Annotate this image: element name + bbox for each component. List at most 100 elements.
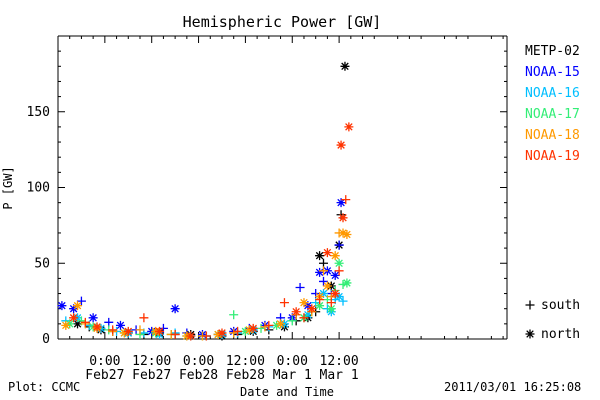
data-point-north [119, 328, 129, 338]
y-axis-ticks: 0 50 100 150 [27, 50, 507, 347]
data-point-north [330, 289, 340, 299]
data-point-south [295, 282, 305, 292]
data-point-north [330, 270, 340, 280]
data-point-north [61, 320, 71, 330]
data-point-north [213, 329, 223, 339]
y-tick-label: 100 [27, 181, 50, 196]
data-point-north [330, 251, 340, 261]
legend-entry: NOAA-15 [525, 65, 580, 80]
data-point-north [186, 331, 196, 341]
legend-entry: NOAA-16 [525, 86, 580, 101]
data-point-south [80, 317, 90, 327]
data-point-north [318, 289, 328, 299]
data-point-north [69, 313, 79, 323]
data-point-south [279, 298, 289, 308]
legend-entry: METP-02 [525, 44, 580, 59]
data-point-north [88, 313, 98, 323]
series-noaa-18 [61, 228, 352, 341]
x-axis-ticks: 0:00Feb2712:00Feb270:00Feb2812:00Feb280:… [69, 36, 504, 383]
data-point-south [139, 313, 149, 323]
data-point-north [240, 326, 250, 336]
x-tick-label-time: 12:00 [320, 354, 359, 369]
plot-credit: Plot: CCMC [8, 380, 81, 394]
data-point-north [272, 320, 282, 330]
data-point-north [315, 301, 325, 311]
x-tick-label-date: Feb27 [132, 368, 171, 383]
data-point-north [73, 319, 83, 329]
marker-legend-entry: north [525, 327, 580, 342]
series-metp-02 [73, 61, 350, 341]
x-tick-label-date: Feb27 [85, 368, 124, 383]
data-point-north [244, 325, 254, 335]
data-point-north [340, 61, 350, 71]
data-point-north [336, 198, 346, 208]
series-noaa-17 [65, 258, 352, 341]
y-tick-label: 150 [27, 105, 50, 120]
x-tick-label-date: Mar 1 [273, 368, 312, 383]
data-point-north [248, 323, 258, 333]
data-point-south [256, 323, 266, 333]
data-point-south [135, 325, 145, 335]
data-point-north [303, 310, 313, 320]
y-tick-label: 50 [34, 256, 50, 271]
data-point-south [315, 295, 325, 305]
marker-legend-label: south [541, 298, 580, 313]
data-point-south [338, 296, 348, 306]
x-tick-label-time: 12:00 [226, 354, 265, 369]
data-point-south [264, 320, 274, 330]
data-point-north [303, 301, 313, 311]
data-point-south [201, 331, 211, 341]
data-point-north [334, 258, 344, 268]
marker-legend-label: north [541, 327, 580, 342]
series-noaa-19 [69, 122, 354, 341]
data-point-north [307, 304, 317, 314]
data-point-north [217, 328, 227, 338]
data-point-north [73, 301, 83, 311]
y-axis-label: P [GW] [1, 166, 15, 209]
data-point-north [65, 319, 75, 329]
x-tick-label-time: 12:00 [132, 354, 171, 369]
x-tick-label-date: Feb28 [179, 368, 218, 383]
data-point-north [334, 292, 344, 302]
data-point-south [108, 325, 118, 335]
marker-legend-entry: south [525, 298, 580, 313]
data-point-north [315, 267, 325, 277]
data-point-south [318, 266, 328, 276]
legend-entry: NOAA-19 [525, 149, 580, 164]
data-point-north [342, 278, 352, 288]
y-tick-label: 0 [42, 332, 50, 347]
data-point-north [344, 122, 354, 132]
data-point-south [299, 313, 309, 323]
data-point-north [338, 228, 348, 238]
data-point-south [318, 258, 328, 268]
data-point-north [322, 281, 332, 291]
data-point-north [322, 248, 332, 258]
x-tick-label-time: 0:00 [183, 354, 214, 369]
data-point-south [287, 316, 297, 326]
data-point-north [342, 229, 352, 239]
data-point-north [291, 307, 301, 317]
data-point-north [315, 251, 325, 261]
marker-legend: south north [525, 298, 580, 342]
x-tick-label-time: 0:00 [89, 354, 120, 369]
data-point-south [229, 310, 239, 320]
data-point-north [123, 326, 133, 336]
data-point-north [115, 320, 125, 330]
data-point-north [276, 319, 286, 329]
data-point-south [326, 298, 336, 308]
x-tick-label-date: Mar 1 [320, 368, 359, 383]
data-point-south [341, 195, 351, 205]
data-point-south [318, 276, 328, 286]
plot-timestamp: 2011/03/01 16:25:08 [444, 380, 582, 394]
data-point-north [338, 213, 348, 223]
data-point-north [170, 304, 180, 314]
data-point-north [299, 298, 309, 308]
legend-entry: NOAA-18 [525, 128, 580, 143]
data-point-north [336, 140, 346, 150]
data-point-south [334, 240, 344, 250]
data-point-south [170, 329, 180, 339]
data-point-south [104, 317, 114, 327]
data-point-north [69, 304, 79, 314]
data-points [57, 61, 354, 341]
